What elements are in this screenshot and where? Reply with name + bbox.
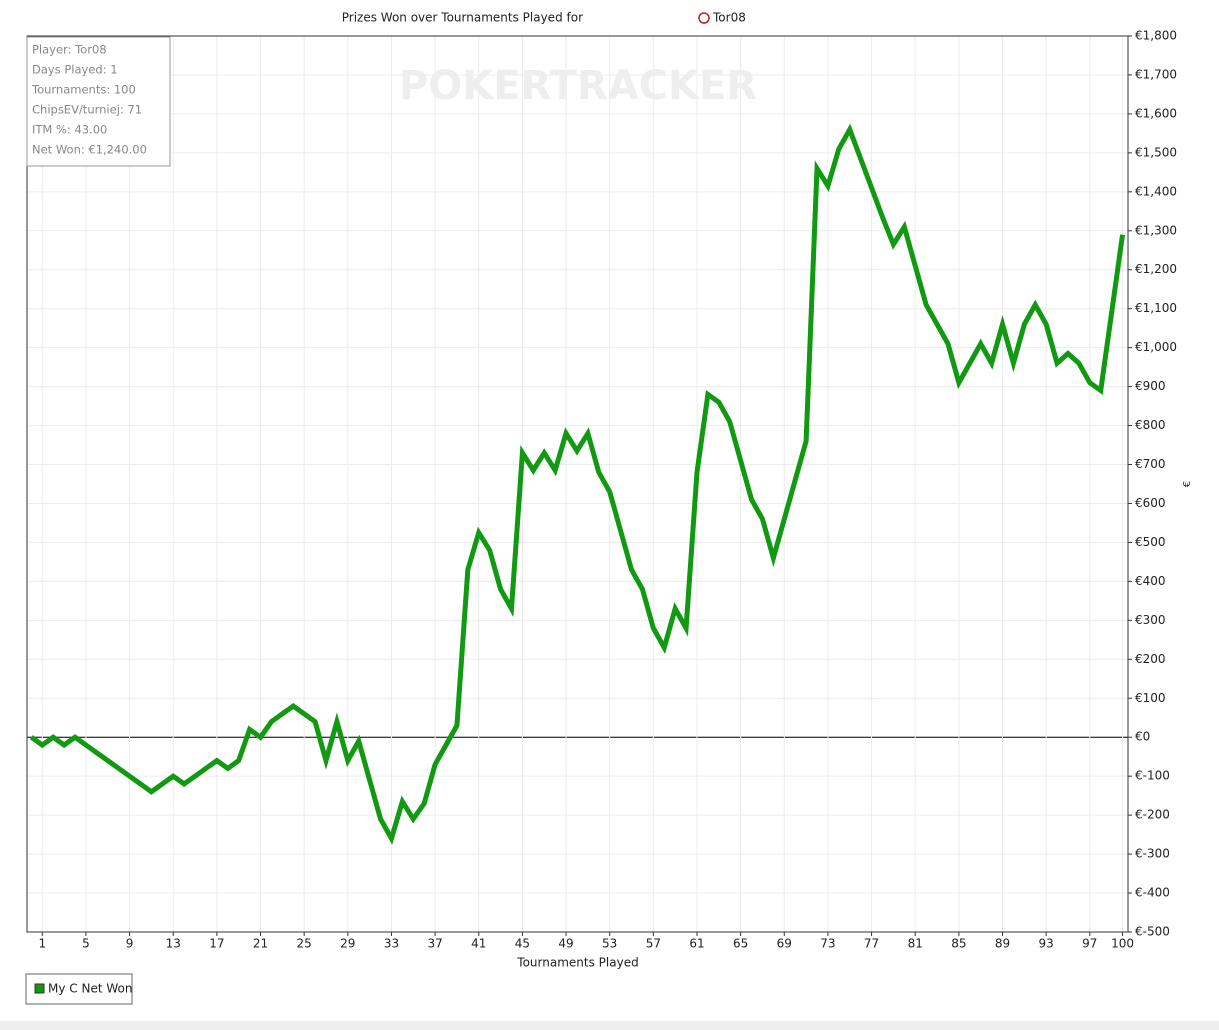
x-tick-label: 77 <box>864 937 879 951</box>
x-tick-label: 100 <box>1111 937 1134 951</box>
y-tick-label: €-100 <box>1135 769 1170 783</box>
x-tick-label: 97 <box>1082 937 1097 951</box>
x-tick-label: 45 <box>515 937 530 951</box>
x-tick-label: 17 <box>209 937 224 951</box>
y-tick-label: €1,500 <box>1135 145 1177 159</box>
x-tick-label: 73 <box>820 937 835 951</box>
x-tick-label: 41 <box>471 937 486 951</box>
y-tick-label: €1,300 <box>1135 223 1177 237</box>
x-tick-label: 57 <box>646 937 661 951</box>
y-tick-label: €1,600 <box>1135 106 1177 120</box>
y-tick-label: €-300 <box>1135 847 1170 861</box>
chart-title-player: Tor08 <box>712 11 746 25</box>
y-tick-label: €300 <box>1135 613 1166 627</box>
y-tick-label: €1,700 <box>1135 67 1177 81</box>
info-line: Days Played: 1 <box>32 63 118 77</box>
x-tick-label: 37 <box>427 937 442 951</box>
y-tick-label: €1,400 <box>1135 184 1177 198</box>
info-line: ITM %: 43.00 <box>32 123 107 137</box>
y-tick-label: €1,800 <box>1135 29 1177 43</box>
series-line <box>29 123 1126 845</box>
y-tick-label: €900 <box>1135 379 1166 393</box>
x-tick-label: 81 <box>908 937 923 951</box>
x-tick-label: 33 <box>384 937 399 951</box>
x-tick-label: 61 <box>689 937 704 951</box>
y-tick-label: €600 <box>1135 496 1166 510</box>
info-line: ChipsEV/turniej: 71 <box>32 103 142 117</box>
info-line: Net Won: €1,240.00 <box>32 143 147 157</box>
x-tick-label: 9 <box>126 937 134 951</box>
y-tick-label: €1,200 <box>1135 262 1177 276</box>
y-axis-label: € <box>1182 481 1193 487</box>
y-tick-label: €0 <box>1135 730 1150 744</box>
x-tick-label: 49 <box>558 937 573 951</box>
info-box <box>26 36 171 167</box>
plot-frame <box>26 35 1129 933</box>
x-tick-label: 53 <box>602 937 617 951</box>
x-tick-label: 25 <box>297 937 312 951</box>
player-icon <box>698 12 710 24</box>
y-tick-label: €700 <box>1135 457 1166 471</box>
x-tick-label: 93 <box>1039 937 1054 951</box>
x-tick-label: 65 <box>733 937 748 951</box>
x-tick-label: 5 <box>82 937 90 951</box>
y-tick-label: €1,100 <box>1135 301 1177 315</box>
info-line: Player: Tor08 <box>32 43 107 57</box>
x-tick-label: 69 <box>777 937 792 951</box>
x-tick-label: 1 <box>38 937 46 951</box>
y-tick-label: €-500 <box>1135 925 1170 939</box>
x-tick-label: 29 <box>340 937 355 951</box>
y-tick-label: €400 <box>1135 574 1166 588</box>
x-axis-label: Tournaments Played <box>516 956 638 970</box>
y-tick-label: €-200 <box>1135 808 1170 822</box>
y-tick-label: €1,000 <box>1135 340 1177 354</box>
x-tick-label: 21 <box>253 937 268 951</box>
y-tick-label: €100 <box>1135 691 1166 705</box>
legend-label: My C Net Won <box>48 982 132 996</box>
y-tick-label: €200 <box>1135 652 1166 666</box>
x-tick-label: 13 <box>166 937 181 951</box>
bottom-strip <box>0 1021 1219 1030</box>
y-tick-label: €800 <box>1135 418 1166 432</box>
chart-title: Prizes Won over Tournaments Played for <box>342 11 583 25</box>
info-line: Tournaments: 100 <box>31 83 136 97</box>
x-tick-label: 85 <box>951 937 966 951</box>
legend-swatch <box>34 983 45 994</box>
y-tick-label: €-400 <box>1135 886 1170 900</box>
y-tick-label: €500 <box>1135 535 1166 549</box>
x-tick-label: 89 <box>995 937 1010 951</box>
watermark: POKERTRACKER <box>399 63 757 109</box>
